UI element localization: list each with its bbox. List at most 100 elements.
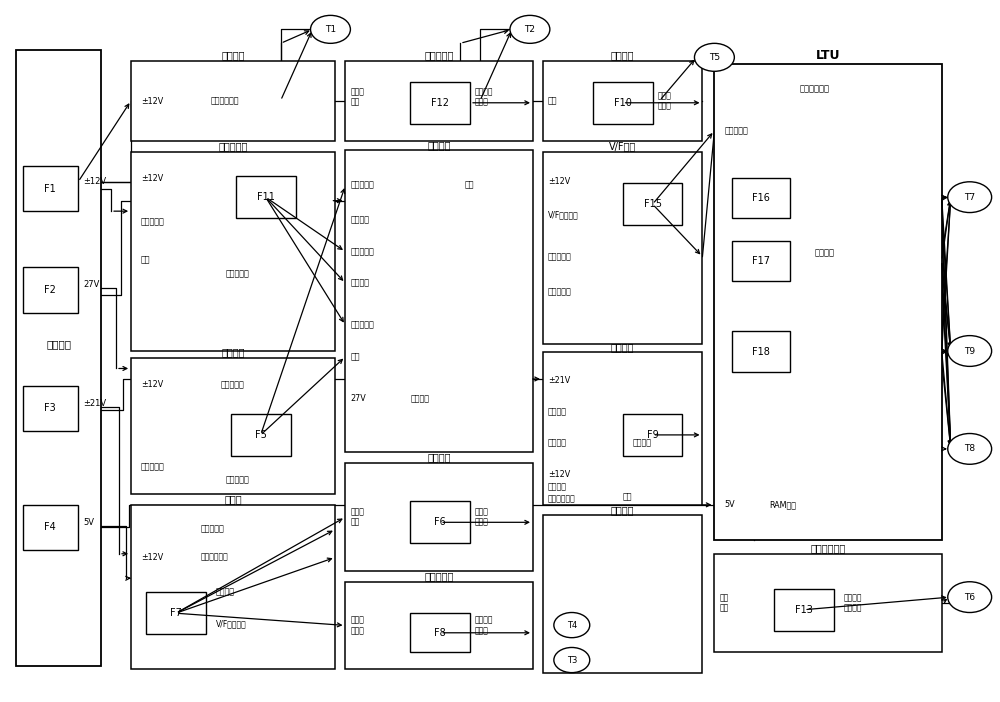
Bar [146, 592, 206, 634]
Text: 角速度脉冲: 角速度脉冲 [724, 126, 748, 135]
Text: T6: T6 [964, 592, 975, 602]
Text: 马达转速: 马达转速 [548, 439, 567, 448]
Text: 马达转速: 马达转速 [410, 394, 429, 403]
Text: 角速度数字量: 角速度数字量 [799, 84, 829, 93]
Text: ±12V: ±12V [548, 470, 570, 479]
Text: 温控电路: 温控电路 [611, 505, 634, 515]
Bar [623, 414, 682, 456]
Text: F6: F6 [434, 517, 446, 527]
Text: T2: T2 [524, 25, 535, 34]
Text: 马达
电流: 马达 电流 [719, 593, 729, 612]
Text: V/F转换频率: V/F转换频率 [548, 210, 579, 219]
Text: 频率源遥测: 频率源遥测 [424, 571, 454, 581]
Text: 调宽方
波频率: 调宽方 波频率 [350, 616, 364, 635]
Bar [23, 267, 78, 312]
Bar [23, 386, 78, 432]
Text: ±21V: ±21V [83, 399, 106, 408]
Text: ±12V: ±12V [141, 552, 163, 562]
Text: 转子频率: 转子频率 [548, 407, 567, 416]
Circle shape [948, 434, 992, 464]
Text: 传感器频率: 传感器频率 [141, 462, 165, 471]
Bar [410, 82, 470, 124]
Text: T4: T4 [567, 621, 577, 630]
Text: 复位标志: 复位标志 [814, 249, 834, 258]
Text: 角度: 角度 [141, 256, 150, 265]
Text: 激磁遥
测电压: 激磁遥 测电压 [475, 508, 489, 526]
Bar [131, 152, 335, 351]
Text: 5V: 5V [83, 518, 94, 526]
Text: F15: F15 [644, 199, 662, 209]
Bar [732, 178, 790, 218]
Text: 角速度遥
测电压: 角速度遥 测电压 [475, 87, 494, 107]
Bar [543, 515, 702, 673]
Text: 油温遥测: 油温遥测 [611, 51, 634, 60]
Text: 马达电流: 马达电流 [350, 279, 369, 288]
Text: ±12V: ±12V [141, 97, 163, 105]
Text: T7: T7 [964, 192, 975, 201]
Text: F9: F9 [647, 430, 658, 440]
Text: 激磁遥测: 激磁遥测 [427, 452, 451, 463]
Text: 力反馈电流: 力反馈电流 [548, 287, 572, 296]
Bar [593, 82, 653, 124]
Text: 力反馈电流: 力反馈电流 [350, 247, 374, 256]
Text: 温控信号: 温控信号 [548, 483, 567, 492]
Bar [732, 241, 790, 281]
Text: 27V: 27V [350, 394, 366, 403]
Bar [543, 152, 702, 344]
Text: F1: F1 [44, 184, 56, 194]
Text: F13: F13 [795, 604, 813, 615]
Text: 力反馈电路: 力反馈电路 [219, 141, 248, 151]
Text: F4: F4 [44, 522, 56, 532]
Bar [345, 61, 533, 141]
Text: 油温: 油温 [465, 181, 475, 190]
Text: RAM自检: RAM自检 [769, 501, 796, 510]
Text: 传感器激磁: 传感器激磁 [350, 181, 374, 190]
Bar [16, 51, 101, 665]
Text: T9: T9 [964, 347, 975, 355]
Text: 转子频率: 转子频率 [216, 588, 235, 597]
Text: 油温: 油温 [623, 492, 632, 501]
Bar [543, 352, 702, 505]
Text: 力反馈激磁: 力反馈激磁 [141, 217, 165, 226]
Bar [345, 150, 533, 452]
Bar [231, 414, 291, 456]
Bar [410, 614, 470, 651]
Text: 5V: 5V [724, 501, 735, 510]
Text: F16: F16 [752, 193, 770, 203]
Text: 传感器激磁: 传感器激磁 [226, 476, 250, 485]
Text: 电源遥测电压: 电源遥测电压 [211, 97, 239, 105]
Circle shape [554, 647, 590, 673]
Text: 角速度脉冲: 角速度脉冲 [548, 252, 572, 261]
Text: V/F转换: V/F转换 [609, 141, 636, 151]
Text: F8: F8 [434, 628, 446, 638]
Circle shape [948, 582, 992, 613]
Text: ±12V: ±12V [548, 177, 570, 185]
Bar [623, 183, 682, 225]
Bar [131, 358, 335, 494]
Text: F18: F18 [752, 347, 770, 357]
Text: T8: T8 [964, 444, 975, 453]
Circle shape [948, 182, 992, 213]
Bar [131, 61, 335, 141]
Text: ±21V: ±21V [548, 376, 570, 385]
Text: F12: F12 [431, 98, 449, 108]
Text: 调宽方波频率: 调宽方波频率 [201, 552, 229, 562]
Text: 油温: 油温 [548, 97, 557, 105]
Text: 二次电源: 二次电源 [46, 339, 71, 349]
Text: ±12V: ±12V [83, 178, 106, 186]
Bar [410, 501, 470, 543]
Bar [732, 331, 790, 372]
Text: 角速度遥测: 角速度遥测 [424, 51, 454, 60]
Text: 角速度
遥测: 角速度 遥测 [350, 87, 364, 107]
Bar [131, 505, 335, 669]
Text: 温控信号: 温控信号 [350, 216, 369, 225]
Text: 27V: 27V [83, 280, 100, 289]
Text: 马达电流: 马达电流 [633, 439, 652, 448]
Circle shape [311, 15, 350, 44]
Text: 激磁电源: 激磁电源 [221, 347, 245, 357]
Text: 力反馈电流: 力反馈电流 [226, 270, 250, 279]
Circle shape [694, 44, 734, 72]
Text: F17: F17 [752, 256, 770, 266]
Text: 力反馈电流: 力反馈电流 [350, 321, 374, 330]
Text: F3: F3 [44, 404, 56, 413]
